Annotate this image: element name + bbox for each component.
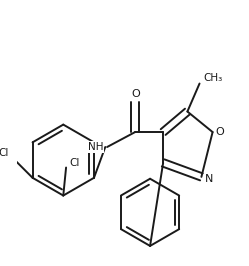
Text: CH₃: CH₃ (203, 73, 223, 83)
Text: O: O (132, 89, 140, 99)
Text: Cl: Cl (70, 158, 80, 168)
Text: O: O (216, 127, 224, 137)
Text: Cl: Cl (0, 148, 8, 157)
Text: N: N (205, 174, 213, 184)
Text: NH: NH (88, 142, 103, 152)
